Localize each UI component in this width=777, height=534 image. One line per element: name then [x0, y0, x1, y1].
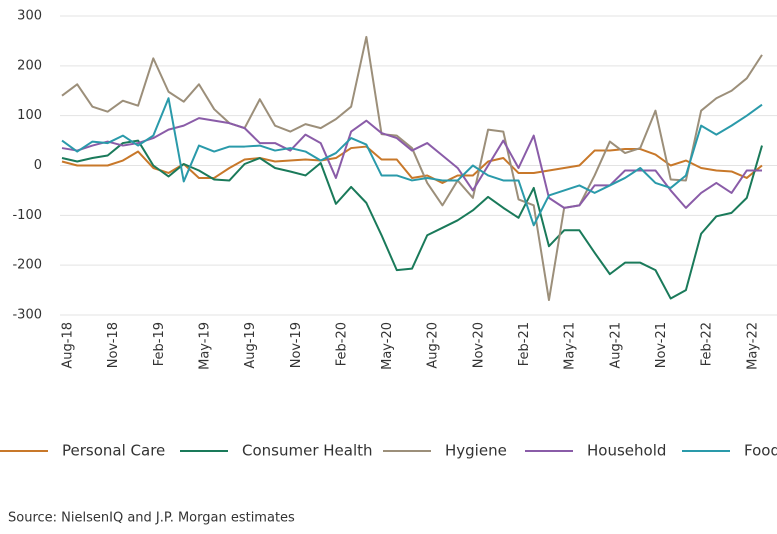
x-tick-label: Feb-22 — [700, 322, 715, 366]
legend-label: Hygiene — [445, 442, 507, 460]
x-tick-label: Aug-19 — [243, 322, 258, 369]
legend-label: Food — [744, 442, 777, 460]
x-tick-label: Aug-18 — [61, 322, 76, 369]
x-tick-label: Nov-19 — [289, 322, 304, 368]
y-tick-label: 300 — [17, 9, 42, 24]
x-tick-label: May-20 — [380, 322, 395, 370]
y-tick-label: 200 — [17, 58, 42, 73]
legend-label: Consumer Health — [242, 442, 373, 460]
series-line — [61, 97, 763, 227]
x-tick-label: Feb-20 — [334, 322, 349, 366]
source-note: Source: NielsenIQ and J.P. Morgan estima… — [8, 511, 295, 526]
x-tick-label: Feb-21 — [517, 322, 532, 366]
series-line — [61, 145, 763, 184]
series-line — [61, 117, 762, 209]
x-tick-label: Nov-21 — [654, 322, 669, 368]
y-tick-label: -100 — [12, 208, 42, 223]
y-tick-label: -200 — [12, 258, 42, 273]
y-tick-label: 0 — [34, 158, 42, 173]
legend-label: Household — [587, 442, 666, 460]
x-tick-label: May-19 — [197, 322, 212, 370]
legend-label: Personal Care — [62, 442, 165, 460]
x-tick-label: Aug-20 — [426, 322, 441, 369]
y-tick-label: 100 — [17, 108, 42, 123]
x-tick-label: May-21 — [563, 322, 578, 370]
series-line — [61, 35, 763, 302]
x-tick-label: Feb-19 — [152, 322, 167, 366]
x-tick-label: Aug-21 — [608, 322, 623, 369]
x-tick-label: Nov-18 — [106, 322, 121, 368]
x-tick-label: Nov-20 — [471, 322, 486, 368]
y-tick-label: -300 — [12, 308, 42, 323]
x-tick-label: May-22 — [745, 322, 760, 370]
series-line — [61, 139, 763, 300]
